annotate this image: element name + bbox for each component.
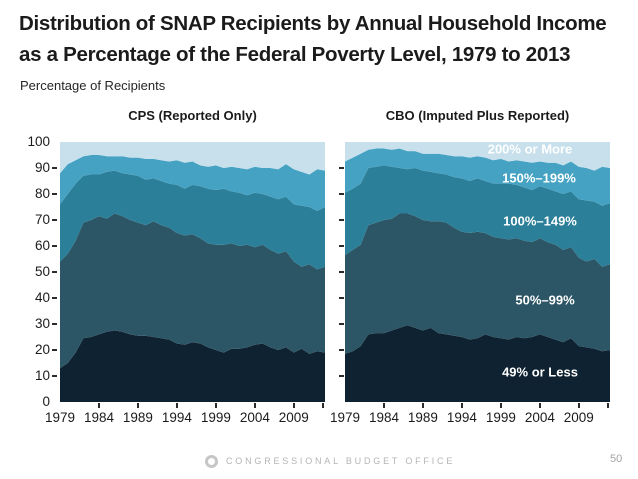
y-axis-ticks-cbo [339,142,344,402]
x-axis-tick-label: 2009 [278,410,309,425]
area-series-100-149- [345,165,610,267]
x-axis-tick [253,403,256,408]
area-series-49-or-less [345,325,610,402]
x-axis-tick [136,403,139,408]
x-axis-tick [98,403,100,408]
area-series-150-199- [60,155,325,211]
x-axis-tick-label: 2004 [239,410,270,425]
area-series-200-or-more [345,142,610,171]
chart-title-cbo: CBO (Imputed Plus Reported) [385,108,570,123]
y-axis-tick-label: 30 [34,316,50,331]
footer-organization: CONGRESSIONAL BUDGET OFFICE [226,456,456,466]
page-title: Distribution of SNAP Recipients by Annua… [19,8,631,70]
band-label-49-or-less: 49% or Less [502,364,578,380]
y-axis-tick [52,349,57,351]
y-axis-tick-label: 100 [27,134,50,149]
y-axis-tick [339,219,344,221]
x-axis-tick-label: 1984 [368,410,400,425]
y-axis-tick-label: 10 [34,368,50,383]
y-axis-tick [339,323,344,325]
y-axis-tick-label: 0 [42,394,50,409]
band-label-50-99: 50%–99% [515,292,575,308]
y-axis-tick [52,193,57,195]
area-series-49-or-less [60,330,325,402]
x-axis-tick-label: 1984 [83,410,115,425]
stacked-area-chart-cbo [345,142,610,402]
y-axis-tick-label: 70 [34,212,50,227]
x-axis-ticks-cps [60,402,325,408]
y-axis-tick [339,167,344,169]
page-number: 50 [610,453,623,465]
x-axis-tick-label: 1979 [329,410,361,425]
band-label-200-or-more: 200% or More [487,141,573,157]
y-axis-tick [52,167,57,169]
stacked-area-chart-cps [60,142,325,402]
x-axis-tick [214,403,217,408]
y-axis-labels: 0 10 20 30 40 50 60 70 80 90 100 [0,134,50,409]
x-axis-tick-label: 2004 [524,410,555,425]
page-title-line-1: Distribution of SNAP Recipients by Annua… [19,12,607,35]
band-label-100-149: 100%–149% [503,213,577,229]
x-axis-tick [175,403,178,408]
y-axis-tick-label: 60 [34,238,50,253]
x-axis-tick-label: 1994 [161,410,192,425]
x-axis-ticks-cbo [345,402,610,408]
cbo-logo-icon [205,455,218,468]
x-axis-tick-label: 1999 [485,410,516,425]
y-axis-tick [339,297,344,299]
x-axis-tick [292,403,295,408]
y-axis-tick [339,271,344,273]
x-axis-tick-label: 1994 [446,410,477,425]
x-axis-tick [421,403,424,408]
y-axis-tick [52,271,57,273]
chart-title-cps: CPS (Reported Only) [128,108,257,123]
y-axis-ticks-cps [52,142,57,402]
x-axis-tick [460,403,463,408]
y-axis-tick-label: 80 [34,186,50,201]
x-axis-tick-label: 2009 [563,410,594,425]
y-axis-tick-label: 40 [34,290,50,305]
area-series-150-199- [345,148,610,206]
y-axis-tick [339,245,344,247]
y-axis-tick [339,375,344,377]
y-axis-tick-label: 50 [34,264,50,279]
y-axis-tick [339,349,344,351]
y-axis-tick [52,375,57,377]
x-axis-labels-cps: 1979 1984 1989 1994 1999 2004 2009 [45,410,325,426]
x-axis-tick [577,403,580,408]
band-label-150-199: 150%–199% [502,170,576,186]
y-axis-tick-label: 20 [34,342,50,357]
y-axis-unit-label: Percentage of Recipients [20,78,166,93]
x-axis-tick [538,403,541,408]
x-axis-tick-label: 1989 [122,410,153,425]
x-axis-tick-label: 1979 [44,410,76,425]
y-axis-tick [339,193,344,195]
page-title-line-2: as a Percentage of the Federal Poverty L… [19,43,571,66]
y-axis-tick [52,245,57,247]
area-series-200-or-more [60,142,325,175]
x-axis-tick [322,403,324,408]
y-axis-tick [52,219,57,221]
y-axis-tick [52,323,57,325]
x-axis-tick [607,403,609,408]
area-series-100-149- [60,170,325,270]
area-series-50-99- [345,213,610,354]
x-axis-tick [383,403,385,408]
area-series-50-99- [60,213,325,369]
x-axis-tick-label: 1989 [407,410,438,425]
x-axis-labels-cbo: 1979 1984 1989 1994 1999 2004 2009 [330,410,610,426]
x-axis-tick [499,403,502,408]
y-axis-tick-label: 90 [34,160,50,175]
y-axis-tick [52,297,57,299]
x-axis-tick-label: 1999 [200,410,231,425]
